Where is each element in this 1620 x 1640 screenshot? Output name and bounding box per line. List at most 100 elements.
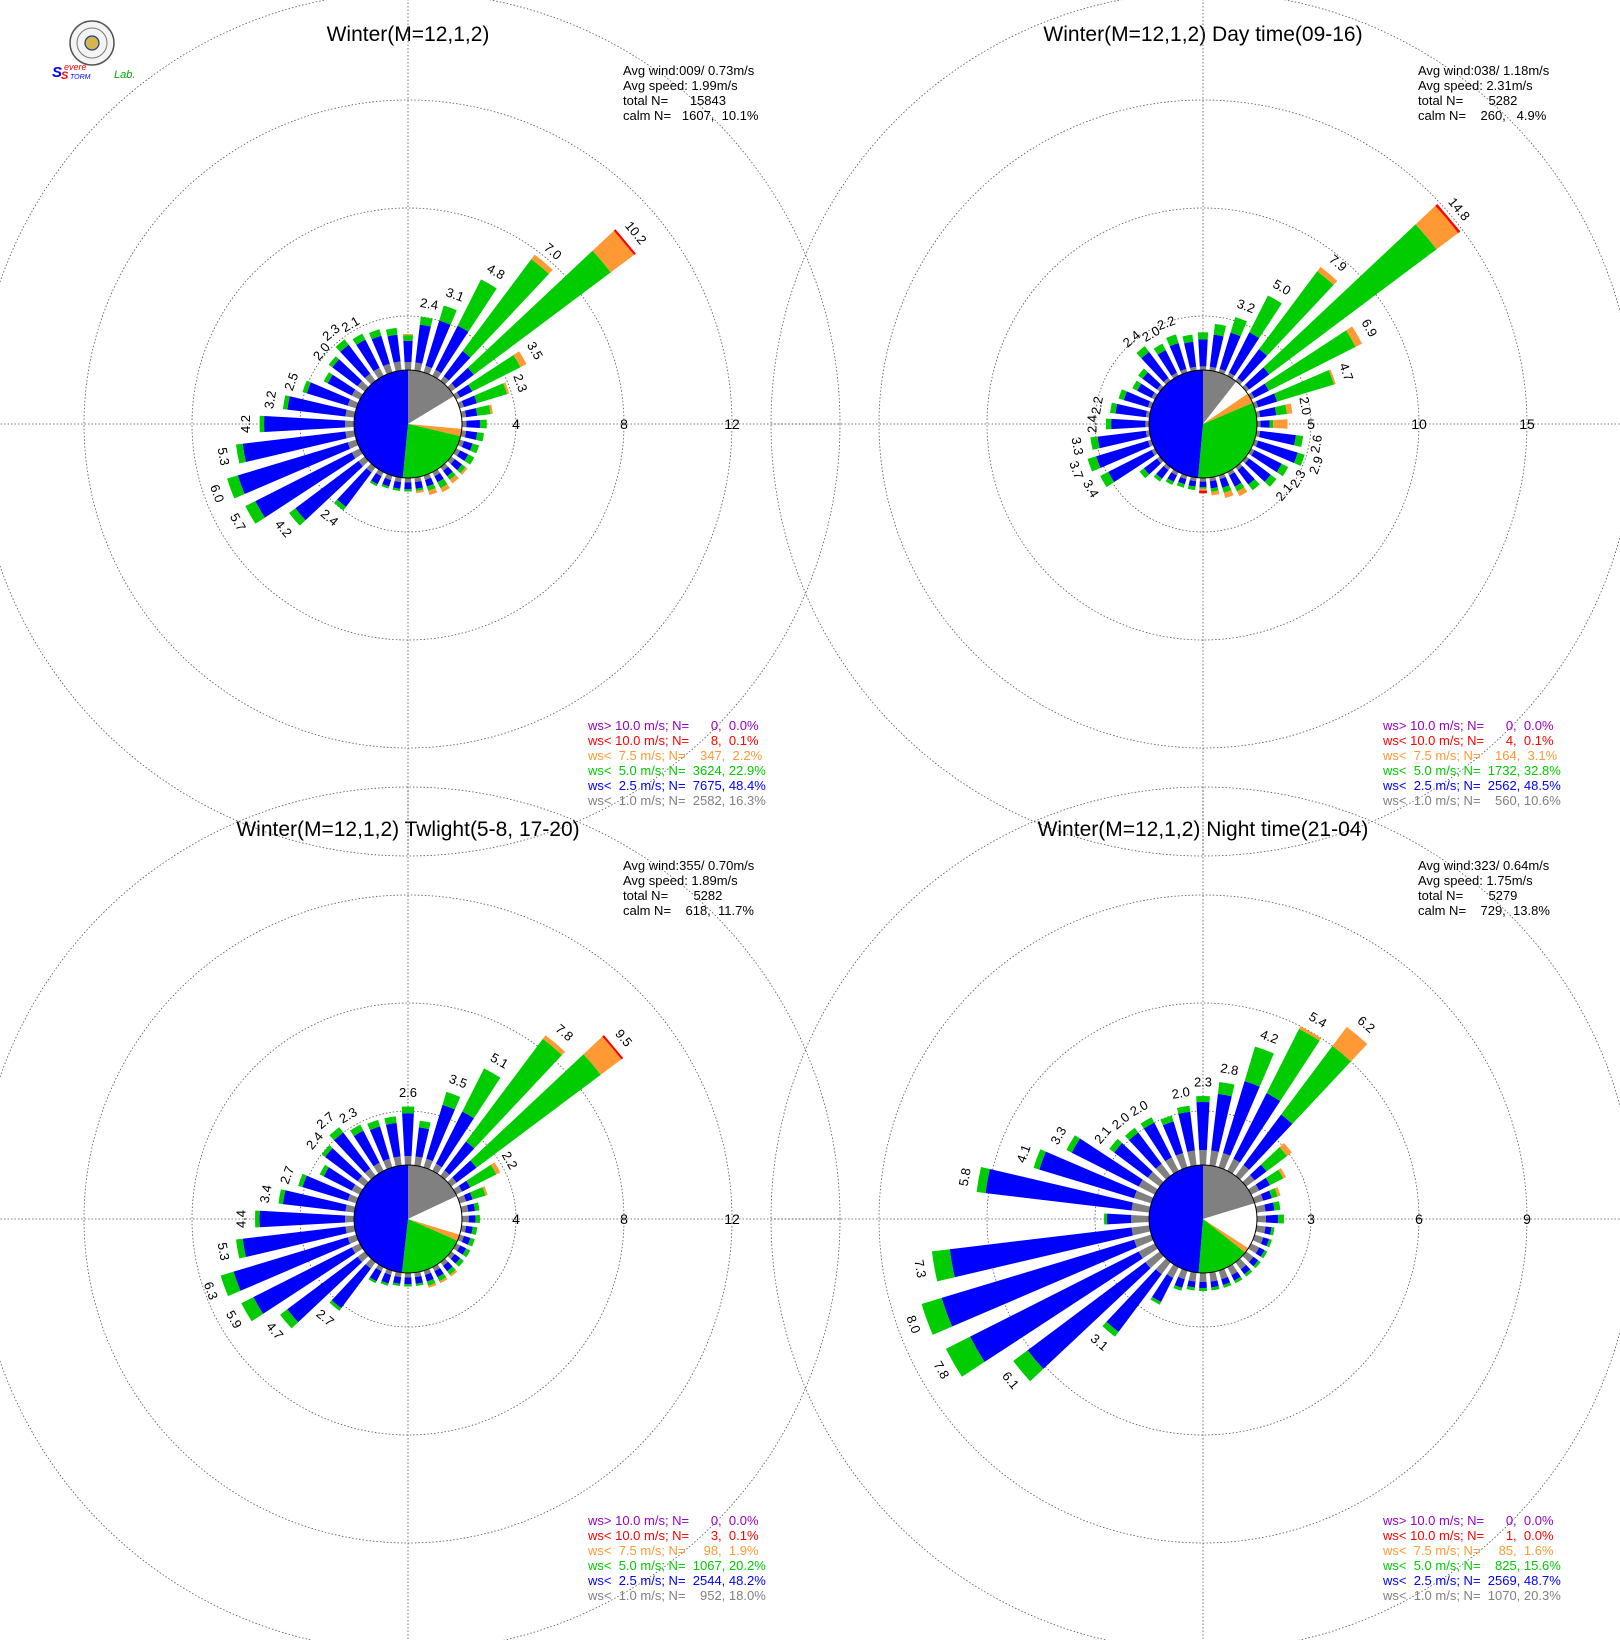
bar-segment-blue: [1221, 1276, 1231, 1286]
bar-segment-gray: [1209, 1271, 1218, 1282]
bar-total-label: 2.0: [1109, 1109, 1132, 1132]
direction-bar-150: [1227, 469, 1248, 497]
bar-segment-gray: [1171, 469, 1179, 476]
bar-segment-green: [1210, 487, 1219, 492]
direction-bar-80: [460, 1202, 480, 1213]
bar-segment-orange: [428, 488, 438, 496]
direction-bar-350: [384, 1116, 402, 1167]
bar-segment-orange: [1285, 403, 1293, 414]
legend-entry: ws> 10.0 m/s; N= 0, 0.0%: [1382, 1513, 1554, 1528]
logo-wordmark-torm: TORM: [70, 74, 91, 81]
bar-segment-gray: [1218, 368, 1226, 375]
bar-segment-green: [401, 1106, 415, 1114]
bar-segment-blue: [1096, 440, 1151, 468]
bar-segment-gray: [414, 1156, 423, 1167]
bar-segment-blue: [302, 1175, 351, 1201]
direction-bar-10: 2.8: [1209, 1060, 1240, 1167]
direction-bar-130: [447, 456, 468, 475]
direction-bar-70: [457, 1186, 488, 1204]
bar-segment-orange: [415, 489, 424, 494]
direction-bar-260: 7.3: [911, 1225, 1151, 1282]
ring-label: 12: [724, 416, 740, 432]
direction-bar-190: [392, 476, 402, 492]
direction-bar-70: 2.3: [457, 372, 531, 409]
bar-segment-blue: [467, 1203, 476, 1212]
direction-bar-100: [1255, 1225, 1275, 1236]
bar-segment-green: [1197, 332, 1209, 340]
bar-segment-blue: [444, 1141, 475, 1175]
bar-segment-green: [334, 499, 346, 511]
stats-line: Avg speed: 1.89m/s: [623, 873, 738, 888]
bar-segment-orange: [1415, 205, 1459, 250]
bar-segment-green: [1217, 1081, 1235, 1097]
bar-segment-green: [385, 327, 398, 337]
grid-ring-4: [0, 786, 841, 1640]
pie-slice-ws-1-0: [1203, 370, 1237, 424]
bar-segment-blue: [434, 1267, 444, 1278]
bar-total-label: 5.1: [488, 1050, 511, 1072]
bar-total-label: 3.3: [1069, 436, 1087, 456]
bar-total-label: 3.5: [524, 339, 546, 362]
bar-segment-orange: [583, 1036, 622, 1075]
bar-segment-orange: [439, 1277, 448, 1284]
bar-segment-green: [1249, 295, 1282, 339]
bar-segment-gray: [394, 476, 402, 483]
bar-segment-green: [1087, 456, 1101, 472]
direction-bar-80: [1255, 1201, 1281, 1213]
bar-segment-green: [1124, 1127, 1139, 1141]
legend-entry: ws< 1.0 m/s; N= 560, 10.6%: [1382, 793, 1561, 808]
bar-segment-green: [1118, 389, 1127, 401]
bar-segment-orange: [1237, 487, 1248, 497]
bar-segment-gray: [364, 373, 376, 385]
direction-bar-50: 14.8: [1242, 195, 1473, 392]
direction-bar-60: 6.9: [1248, 316, 1381, 400]
bar-segment-green: [442, 1091, 461, 1110]
bar-segment-gray: [1187, 1150, 1197, 1167]
bar-segment-green: [415, 1282, 424, 1287]
bar-segment-blue: [426, 1104, 455, 1162]
bar-segment-gray: [447, 383, 456, 392]
bar-segment-blue: [1228, 332, 1260, 376]
bar-segment-blue: [466, 419, 481, 429]
bar-cap-red: [602, 1035, 624, 1060]
bar-segment-green: [1102, 1321, 1119, 1337]
pie-slice-ws-5-0: [1198, 402, 1258, 479]
bar-segment-blue: [461, 1235, 471, 1245]
ring-label: 10: [1411, 416, 1427, 432]
bar-segment-gray: [345, 1204, 356, 1213]
bar-segment-green: [467, 250, 611, 375]
bar-segment-gray: [351, 1243, 363, 1254]
bar-segment-gray: [1165, 1157, 1179, 1174]
bar-total-label: 2.1: [1091, 1123, 1114, 1146]
bar-segment-gray: [1145, 1251, 1164, 1269]
direction-bar-140: [1235, 1258, 1253, 1277]
bar-segment-green: [404, 489, 412, 492]
bar-total-label: 2.2: [1155, 313, 1177, 333]
bar-segment-green: [467, 1237, 475, 1247]
direction-bar-210: [369, 469, 384, 487]
bar-segment-green: [1230, 317, 1247, 337]
bar-segment-green: [302, 380, 311, 394]
bar-segment-green: [462, 1248, 471, 1258]
bar-total-label: 3.7: [1066, 459, 1086, 481]
logo-wordmark-s2: S: [61, 70, 69, 82]
bar-total-label: 2.2: [1088, 395, 1106, 415]
bar-total-label: 2.0: [1296, 396, 1314, 416]
bar-total-label: 5.4: [1306, 1009, 1329, 1031]
bar-segment-gray: [432, 1163, 442, 1174]
bar-segment-gray: [1147, 401, 1154, 409]
direction-bar-50: 10.2: [447, 218, 650, 392]
direction-bar-170: [1209, 476, 1220, 496]
bar-segment-blue: [464, 430, 478, 440]
bar-segment-green: [1270, 1227, 1275, 1236]
bar-segment-gray: [423, 365, 432, 375]
bar-segment-blue: [1209, 334, 1224, 368]
bar-segment-green: [255, 1210, 260, 1228]
bar-segment-green: [447, 1266, 456, 1275]
bar-segment-gray: [432, 469, 441, 477]
bar-segment-gray: [1155, 1258, 1171, 1275]
ring-label: 9: [1523, 1211, 1531, 1227]
bar-cap-red: [613, 229, 636, 255]
direction-bar-50: 9.5: [447, 1026, 635, 1187]
